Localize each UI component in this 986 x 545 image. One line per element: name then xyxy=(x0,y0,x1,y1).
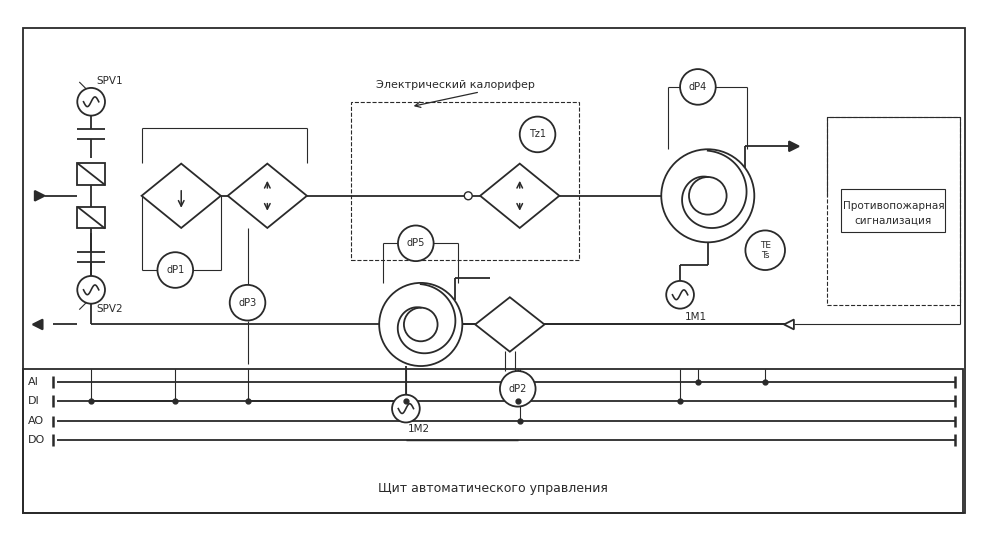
Text: dP4: dP4 xyxy=(688,82,706,92)
Bar xyxy=(77,207,105,228)
Text: TE
Ts: TE Ts xyxy=(759,240,770,260)
Text: dP2: dP2 xyxy=(508,384,527,394)
Circle shape xyxy=(744,231,784,270)
Text: dP5: dP5 xyxy=(406,238,425,249)
Text: сигнализация: сигнализация xyxy=(854,215,931,226)
Text: dP1: dP1 xyxy=(166,265,184,275)
Text: Tz1: Tz1 xyxy=(528,129,545,140)
Text: 1M2: 1M2 xyxy=(407,425,430,434)
Circle shape xyxy=(661,149,753,243)
Bar xyxy=(351,102,579,260)
Circle shape xyxy=(500,371,535,407)
Bar xyxy=(840,189,945,232)
Circle shape xyxy=(391,395,419,422)
Circle shape xyxy=(520,117,555,152)
Polygon shape xyxy=(141,164,221,228)
Circle shape xyxy=(463,192,471,200)
Polygon shape xyxy=(33,319,42,329)
Circle shape xyxy=(397,226,433,261)
Text: AI: AI xyxy=(28,377,38,387)
Text: Щит автоматического управления: Щит автоматического управления xyxy=(378,482,607,495)
Circle shape xyxy=(688,177,726,215)
Text: Электрический калорифер: Электрический калорифер xyxy=(376,80,534,90)
Circle shape xyxy=(379,283,461,366)
Polygon shape xyxy=(479,164,559,228)
Bar xyxy=(23,28,964,512)
Text: SPV2: SPV2 xyxy=(96,304,122,313)
Text: Противопожарная: Противопожарная xyxy=(842,201,944,211)
Bar xyxy=(77,163,105,185)
Bar xyxy=(825,117,959,305)
Circle shape xyxy=(158,252,193,288)
Polygon shape xyxy=(474,297,544,352)
Circle shape xyxy=(230,285,265,320)
Circle shape xyxy=(77,276,105,304)
Text: SPV1: SPV1 xyxy=(96,76,122,86)
Polygon shape xyxy=(783,319,793,329)
Polygon shape xyxy=(228,164,307,228)
Circle shape xyxy=(679,69,715,105)
Text: 1M1: 1M1 xyxy=(684,312,706,322)
Polygon shape xyxy=(35,191,44,201)
Circle shape xyxy=(666,281,693,308)
Text: DI: DI xyxy=(28,396,39,405)
Polygon shape xyxy=(788,141,798,152)
Bar xyxy=(23,369,962,512)
Text: dP3: dP3 xyxy=(239,298,256,308)
Text: DO: DO xyxy=(28,435,45,445)
Text: AO: AO xyxy=(28,416,43,427)
Circle shape xyxy=(77,88,105,116)
Circle shape xyxy=(403,307,437,341)
